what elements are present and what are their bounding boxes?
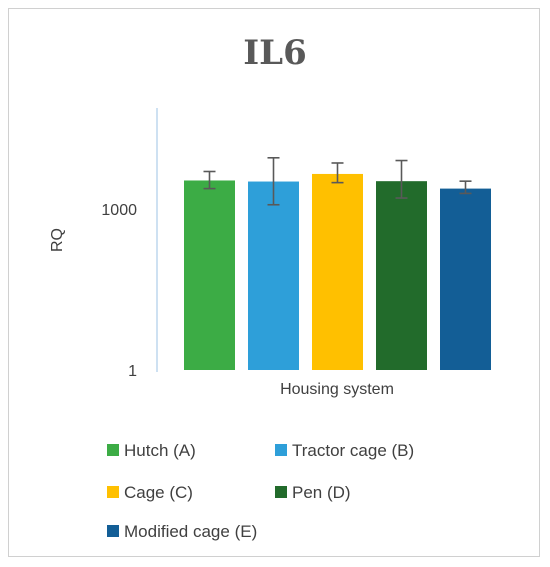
legend-item: Hutch (A) <box>107 441 196 460</box>
legend-item: Cage (C) <box>107 483 193 502</box>
y-tick-label: 1 <box>128 363 137 380</box>
legend-label: Pen (D) <box>292 483 351 502</box>
legend-label: Tractor cage (B) <box>292 441 414 460</box>
bar <box>376 181 427 370</box>
error-bar <box>203 170 216 190</box>
error-bars <box>203 156 472 206</box>
legend-item: Pen (D) <box>275 483 351 502</box>
legend-swatch <box>107 486 119 498</box>
y-axis-label: RQ <box>49 228 66 252</box>
legend-label: Hutch (A) <box>124 441 196 460</box>
legend-item: Tractor cage (B) <box>275 441 414 460</box>
y-tick-label: 1000 <box>101 202 137 219</box>
chart-title: IL6 <box>243 33 306 73</box>
legend-swatch <box>107 525 119 537</box>
error-bar <box>395 159 408 199</box>
legend-swatch <box>275 486 287 498</box>
legend-label: Cage (C) <box>124 483 193 502</box>
bar <box>312 173 363 370</box>
legend: Hutch (A) Tractor cage (B) Cage (C) Pen (D)… <box>107 441 414 541</box>
legend-swatch <box>275 444 287 456</box>
bar <box>248 181 299 370</box>
bars <box>184 173 491 370</box>
legend-swatch <box>107 444 119 456</box>
error-bar <box>267 156 280 206</box>
error-bar <box>459 180 472 195</box>
x-axis-label: Housing system <box>280 381 394 398</box>
legend-item: Modified cage (E) <box>107 522 257 541</box>
error-bar <box>331 162 344 184</box>
legend-label: Modified cage (E) <box>124 522 257 541</box>
bar <box>184 180 235 370</box>
y-axis-ticks: 1 1000 <box>101 202 137 380</box>
bar <box>440 188 491 370</box>
